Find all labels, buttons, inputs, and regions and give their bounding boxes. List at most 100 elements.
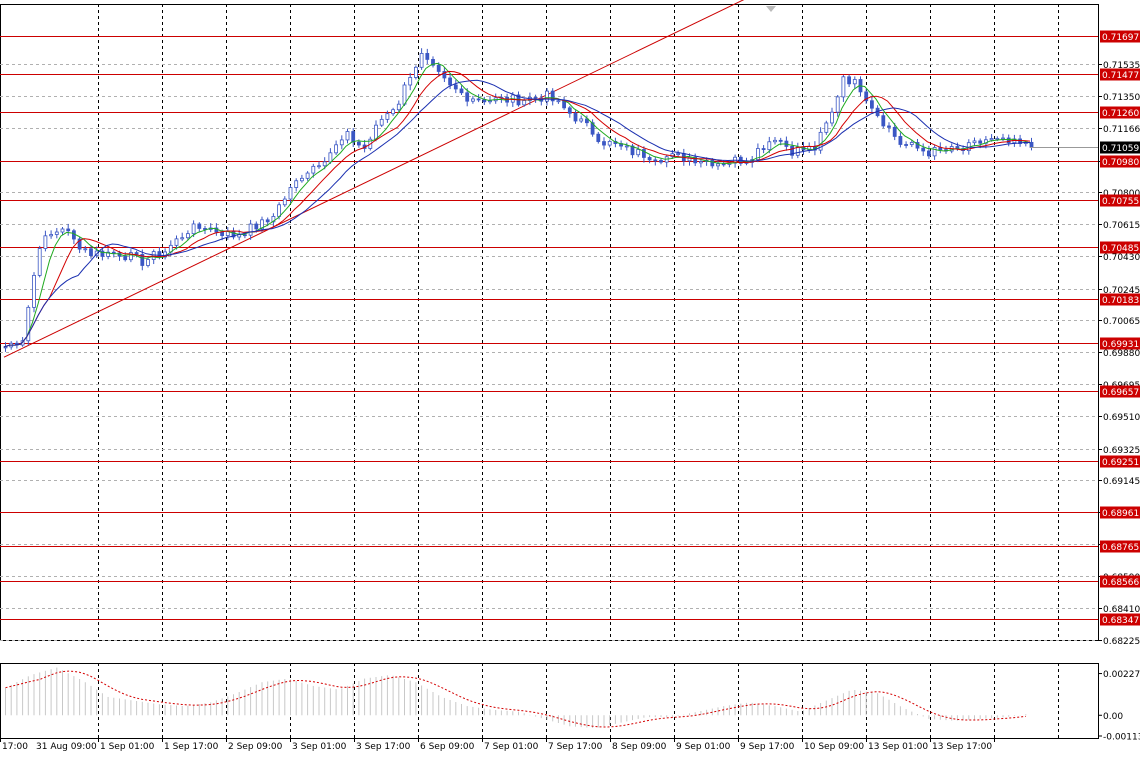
- candle: [37, 245, 42, 278]
- candle-body: [824, 122, 829, 133]
- candle: [60, 227, 65, 236]
- candle-body: [425, 53, 430, 60]
- candle-body: [419, 53, 424, 68]
- candle-body: [476, 98, 481, 101]
- candle-body: [100, 250, 105, 257]
- indicator-histogram: [5, 667, 1027, 728]
- main-panel-frame: [0, 4, 1099, 641]
- candle-body: [436, 64, 441, 72]
- candle: [89, 245, 93, 259]
- candle: [676, 150, 680, 158]
- current-price-bg: [1100, 141, 1140, 154]
- x-tick-label: 3 Sep 01:00: [292, 742, 347, 752]
- candle-body: [134, 252, 139, 255]
- candle: [54, 227, 59, 239]
- indicator-tick-label: -0.00113: [1103, 733, 1140, 743]
- candle-body: [585, 118, 589, 124]
- candle: [841, 75, 846, 102]
- x-tick-label: 13 Sep 01:00: [868, 742, 928, 752]
- candle-body: [111, 251, 116, 254]
- candle-body: [470, 98, 475, 102]
- candle: [482, 96, 487, 105]
- candle: [413, 65, 418, 80]
- candle: [493, 93, 498, 104]
- candle: [624, 142, 629, 151]
- indicator-panel-frame: [0, 663, 1099, 739]
- candle-body: [305, 172, 310, 179]
- candle: [550, 88, 555, 106]
- candle: [756, 143, 760, 163]
- x-tick-label: 1 Sep 17:00: [164, 742, 219, 752]
- level-label-bg: [1100, 337, 1140, 350]
- candle-body: [197, 223, 202, 229]
- level-label: 0.69251: [1102, 458, 1139, 468]
- candle-body: [54, 231, 59, 235]
- candle-body: [1029, 141, 1034, 148]
- candle-body: [26, 306, 31, 342]
- candle: [590, 119, 595, 137]
- candle-body: [488, 100, 492, 103]
- level-label-bg: [1100, 455, 1140, 468]
- candle-body: [590, 122, 595, 135]
- candle: [339, 135, 344, 150]
- level-label-bg: [1100, 293, 1140, 306]
- candle: [317, 161, 321, 169]
- candle: [391, 107, 396, 116]
- candle: [927, 145, 931, 159]
- candle: [299, 174, 304, 183]
- current-price-label: 0.71059: [1102, 144, 1139, 154]
- candle-body: [66, 228, 71, 232]
- y-tick-label: 0.69510: [1103, 413, 1140, 423]
- candle-body: [146, 259, 150, 266]
- candle-body: [567, 107, 572, 114]
- candle-body: [716, 163, 720, 167]
- level-label: 0.70485: [1102, 244, 1139, 254]
- x-tick-label: 13 Sep 17:00: [932, 742, 992, 752]
- candle: [659, 158, 663, 165]
- level-label-bg: [1100, 506, 1140, 519]
- candle-body: [676, 153, 680, 155]
- candle-body: [351, 131, 356, 143]
- candle: [545, 88, 549, 106]
- level-label-bg: [1100, 613, 1140, 626]
- y-tick-label: 0.71535: [1103, 61, 1140, 71]
- level-label-bg: [1100, 540, 1140, 553]
- candle-body: [317, 165, 321, 168]
- candle: [909, 139, 914, 148]
- candle: [602, 137, 606, 150]
- candle-body: [972, 140, 977, 144]
- candle-body: [277, 204, 282, 217]
- candle: [334, 140, 339, 155]
- candle-body: [573, 112, 578, 122]
- candle-body: [579, 118, 584, 122]
- candle: [26, 305, 31, 346]
- candle: [596, 131, 601, 144]
- candle: [106, 248, 110, 260]
- ma-slow-line: [3, 79, 1030, 348]
- trendline: [3, 0, 745, 358]
- candle: [72, 228, 76, 244]
- y-tick-label: 0.70245: [1103, 286, 1140, 296]
- candle-body: [123, 255, 128, 261]
- candle: [607, 139, 612, 148]
- candle-body: [60, 228, 65, 233]
- candle-body: [847, 76, 851, 85]
- x-tick-label: 1 Sep 01:00: [100, 742, 155, 752]
- x-tick-label: 6 Sep 09:00: [420, 742, 475, 752]
- candle-body: [1006, 137, 1011, 144]
- candle: [163, 248, 168, 260]
- level-label-bg: [1100, 106, 1140, 119]
- candle-body: [89, 248, 93, 256]
- candle-body: [767, 141, 772, 151]
- candle-body: [602, 141, 606, 146]
- candle: [345, 128, 350, 144]
- candle: [881, 112, 886, 129]
- candle-body: [453, 84, 458, 90]
- candle: [100, 248, 105, 261]
- candle-body: [180, 237, 185, 240]
- candle: [642, 146, 646, 163]
- ma-fast-line: [3, 62, 1031, 348]
- candle: [944, 145, 948, 154]
